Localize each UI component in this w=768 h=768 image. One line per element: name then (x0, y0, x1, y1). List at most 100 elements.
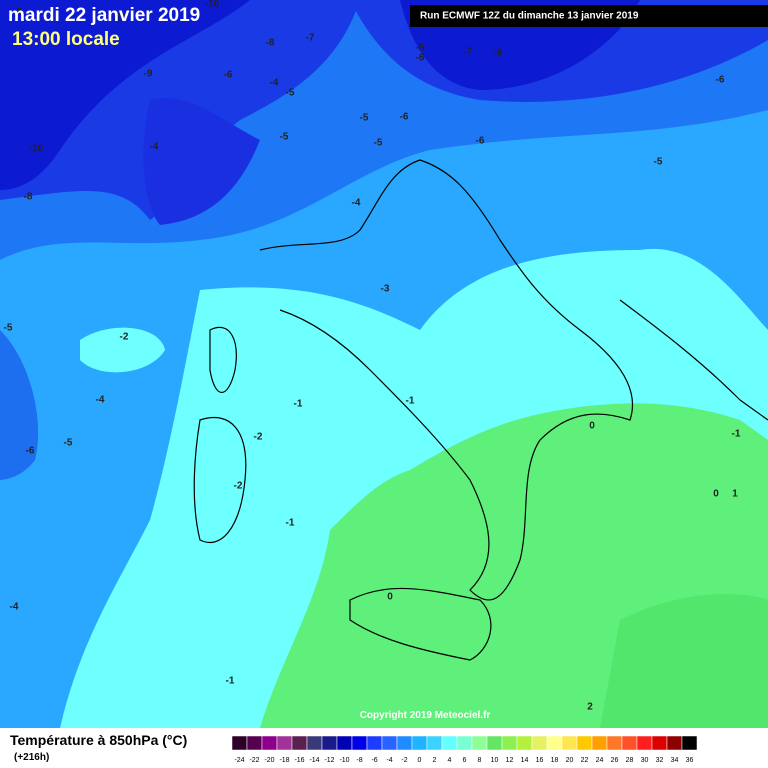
scale-swatch (486, 735, 503, 751)
scale-label: 6 (463, 757, 467, 764)
scale-label: 4 (448, 757, 452, 764)
scale-swatch (291, 735, 308, 751)
scale-swatch (471, 735, 488, 751)
copyright: Copyright 2019 Meteociel.fr (360, 710, 491, 721)
scale-swatch (456, 735, 473, 751)
scale-swatch (606, 735, 623, 751)
scale-swatch (381, 735, 398, 751)
contour-label: -10 (113, 13, 128, 24)
legend-title: Température à 850hPa (°C) (10, 732, 187, 748)
contour-label: -7 (464, 47, 473, 58)
contour-label: -5 (64, 438, 73, 449)
contour-label: -9 (144, 69, 153, 80)
scale-swatch (351, 735, 368, 751)
contour-label: -4 (10, 602, 19, 613)
scale-swatch (546, 735, 563, 751)
contour-label: 1 (732, 489, 738, 500)
coastlines (193, 159, 768, 661)
scale-label: 28 (626, 757, 634, 764)
scale-swatch (516, 735, 533, 751)
contour-label: -8 (24, 192, 33, 203)
contour-label: -9 (14, 7, 23, 18)
scale-swatch (426, 735, 443, 751)
scale-label: -14 (309, 757, 319, 764)
scale-swatch (591, 735, 608, 751)
scale-label: 36 (686, 757, 694, 764)
scale-label: 14 (521, 757, 529, 764)
scale-swatch (306, 735, 323, 751)
scale-label: 16 (536, 757, 544, 764)
contour-label: -5 (416, 43, 425, 54)
contour-label: -6 (716, 75, 725, 86)
scale-swatch (561, 735, 578, 751)
scale-label: 32 (656, 757, 664, 764)
contour-label: -1 (294, 399, 303, 410)
contour-label: -7 (306, 33, 315, 44)
scale-label: -6 (371, 757, 377, 764)
scale-swatch (321, 735, 338, 751)
time-title: 13:00 locale (12, 29, 120, 50)
scale-swatch (261, 735, 278, 751)
scale-label: 26 (611, 757, 619, 764)
scale-label: 22 (581, 757, 589, 764)
scale-label: 20 (566, 757, 574, 764)
contour-label: 0 (387, 592, 393, 603)
contour-label: -1 (226, 676, 235, 687)
contour-label: -5 (4, 323, 13, 334)
color-scale: -24 -22 -20 -18 -16 -14 -12 -10 -8 -6 -4 -2 0 2 4 6 8 10 1… (231, 735, 698, 764)
contour-label: -8 (266, 38, 275, 49)
contour-label: -2 (234, 481, 243, 492)
contour-label: -5 (374, 138, 383, 149)
scale-label: 30 (641, 757, 649, 764)
scale-swatch (411, 735, 428, 751)
scale-label: 2 (433, 757, 437, 764)
scale-label: -22 (249, 757, 259, 764)
contour-label: -1 (286, 518, 295, 529)
scale-label: -4 (386, 757, 392, 764)
contour-label: -10 (29, 144, 44, 155)
scale-label: -2 (401, 757, 407, 764)
scale-label: 24 (596, 757, 604, 764)
scale-swatch (636, 735, 653, 751)
date-title: mardi 22 janvier 2019 (8, 5, 200, 26)
contour-label: -6 (26, 446, 35, 457)
temp-zone (0, 330, 39, 480)
temp-zone (143, 98, 260, 225)
run-box (410, 5, 768, 27)
legend-lead: (+216h) (14, 752, 49, 763)
contour-label: 0 (589, 421, 595, 432)
scale-swatch (246, 735, 263, 751)
contour-labels: -9-10-10-9-8 -7-5-6-7 -9-6-6-5-4-5-6-5-5 -6… (4, 0, 741, 713)
contour-label: 2 (587, 702, 593, 713)
scale-label: -20 (264, 757, 274, 764)
contour-label: -5 (286, 88, 295, 99)
scale-label: 0 (418, 757, 422, 764)
temp-zone (0, 0, 250, 190)
contour-label: -9 (494, 48, 503, 59)
contour-label: -5 (654, 157, 663, 168)
scale-label: 10 (491, 757, 499, 764)
contour-label: -4 (150, 142, 159, 153)
scale-swatch (336, 735, 353, 751)
temp-zone (600, 594, 768, 728)
contour-label: -4 (96, 395, 105, 406)
scale-swatch (276, 735, 293, 751)
scale-swatch (501, 735, 518, 751)
contour-label: -4 (352, 198, 361, 209)
scale-label: -18 (279, 757, 289, 764)
scale-swatch (651, 735, 668, 751)
contour-label: -4 (270, 78, 279, 89)
contour-label: -5 (280, 132, 289, 143)
contour-label: -6 (476, 136, 485, 147)
contour-label: -1 (732, 429, 741, 440)
scale-label: -8 (356, 757, 362, 764)
contour-label: 0 (713, 489, 719, 500)
contour-label: -5 (360, 113, 369, 124)
contour-label: -6 (224, 70, 233, 81)
scale-swatch (366, 735, 383, 751)
contour-label: -2 (254, 432, 263, 443)
scale-swatch (231, 735, 248, 751)
scale-label: 18 (551, 757, 559, 764)
scale-swatch (441, 735, 458, 751)
scale-label: -24 (234, 757, 244, 764)
